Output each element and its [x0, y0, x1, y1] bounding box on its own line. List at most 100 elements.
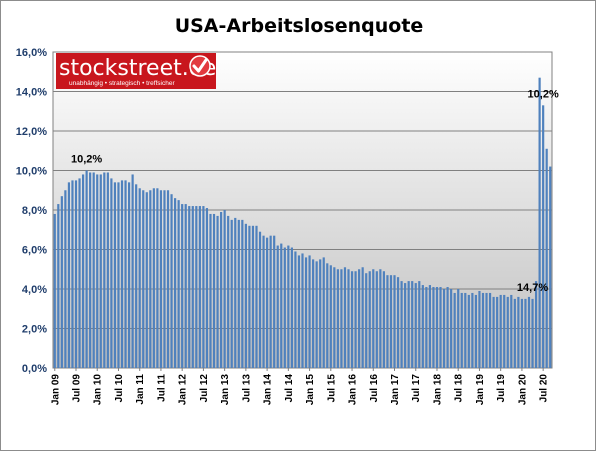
- bar: [67, 182, 71, 368]
- x-tick-label: Jan 14: [263, 374, 274, 406]
- bar: [315, 261, 318, 368]
- y-tick-label: 16,0%: [16, 47, 47, 59]
- x-tick-label: Jul 13: [241, 374, 252, 403]
- bar: [527, 296, 531, 368]
- bar: [266, 237, 269, 368]
- chart-title: USA-Arbeitslosenquote: [175, 15, 424, 37]
- bar: [368, 271, 371, 368]
- bar: [531, 298, 534, 369]
- bar: [301, 253, 304, 368]
- bar: [358, 269, 361, 368]
- bar: [57, 204, 60, 368]
- bar: [446, 287, 449, 368]
- y-tick-label: 8,0%: [22, 205, 47, 217]
- x-tick-label: Jan 11: [135, 374, 146, 405]
- bar: [166, 190, 170, 368]
- logo-background: [56, 53, 216, 89]
- y-tick-label: 6,0%: [22, 245, 47, 257]
- bar: [262, 235, 265, 368]
- bar: [294, 251, 297, 368]
- bar: [273, 235, 276, 368]
- bar: [488, 292, 492, 368]
- bar: [74, 180, 78, 369]
- bar: [471, 292, 474, 368]
- bar: [435, 287, 439, 368]
- bar: [319, 259, 322, 369]
- bar: [545, 148, 548, 368]
- bar: [237, 219, 240, 369]
- bar: [379, 269, 382, 368]
- bar: [269, 235, 272, 368]
- bar: [255, 225, 258, 368]
- bar: [103, 172, 106, 368]
- bar: [81, 174, 85, 368]
- bar: [336, 269, 339, 368]
- bar: [202, 206, 205, 368]
- data-labels: 10,2% 14,7% 10,2%: [71, 88, 559, 294]
- x-tick-label: Jan 13: [220, 374, 231, 406]
- bar: [428, 285, 431, 368]
- bar: [110, 178, 113, 368]
- bar: [326, 263, 329, 368]
- bar: [131, 174, 134, 368]
- x-tick-label: Jan 19: [475, 374, 486, 406]
- y-tick-label: 10,0%: [16, 166, 47, 178]
- bar: [209, 213, 212, 368]
- bar: [188, 206, 191, 368]
- bar: [174, 198, 177, 368]
- bar: [322, 257, 325, 368]
- bar: [120, 180, 124, 369]
- bar: [538, 77, 541, 369]
- bar: [513, 298, 516, 369]
- bar: [60, 196, 63, 368]
- data-label: 14,7%: [517, 282, 548, 294]
- x-tick-label: Jul 16: [369, 374, 380, 403]
- bar: [350, 271, 354, 368]
- bar: [450, 289, 453, 368]
- bar: [418, 281, 421, 368]
- bar: [290, 247, 293, 368]
- check-icon: [189, 55, 211, 77]
- bar: [283, 247, 286, 368]
- bar: [404, 283, 407, 368]
- bar: [96, 174, 99, 368]
- bar: [212, 213, 216, 368]
- x-tick-label: Jul 12: [199, 374, 210, 403]
- y-axis-ticks: 0,0% 2,0% 4,0% 6,0% 8,0% 10,0% 12,0% 14,0% 16,0%: [16, 47, 47, 375]
- bar: [248, 225, 251, 368]
- bar: [485, 292, 488, 368]
- bar: [442, 289, 446, 368]
- bar: [251, 225, 255, 368]
- bar: [343, 267, 347, 368]
- bar: [460, 292, 463, 368]
- bar: [308, 255, 311, 368]
- bar: [520, 298, 524, 369]
- bar: [340, 269, 343, 368]
- x-axis-ticks: Jan 09 Jul 09 Jan 10 Jul 10 Jan 11 Jul 11 Jan …: [50, 368, 550, 406]
- bar: [386, 275, 389, 368]
- bar: [170, 194, 173, 368]
- bar: [425, 287, 428, 368]
- bar: [361, 267, 364, 368]
- bar: [542, 105, 545, 368]
- bar: [549, 166, 552, 368]
- bar: [142, 190, 145, 368]
- bar: [89, 172, 92, 368]
- bar: [304, 257, 308, 368]
- bar: [393, 275, 396, 368]
- bar: [184, 204, 187, 368]
- bar: [389, 275, 393, 368]
- stockstreet-logo: stockstreet.de unabhängig • strategisch …: [56, 53, 216, 89]
- bar: [99, 174, 102, 368]
- y-tick-label: 4,0%: [22, 284, 47, 296]
- bar: [135, 184, 138, 368]
- bar: [517, 296, 520, 368]
- x-tick-label: Jan 17: [390, 374, 401, 406]
- bar: [205, 208, 209, 368]
- bar: [354, 271, 357, 368]
- bar: [478, 290, 481, 368]
- x-tick-label: Jul 15: [326, 374, 337, 403]
- bar: [71, 180, 74, 369]
- bar: [227, 215, 230, 368]
